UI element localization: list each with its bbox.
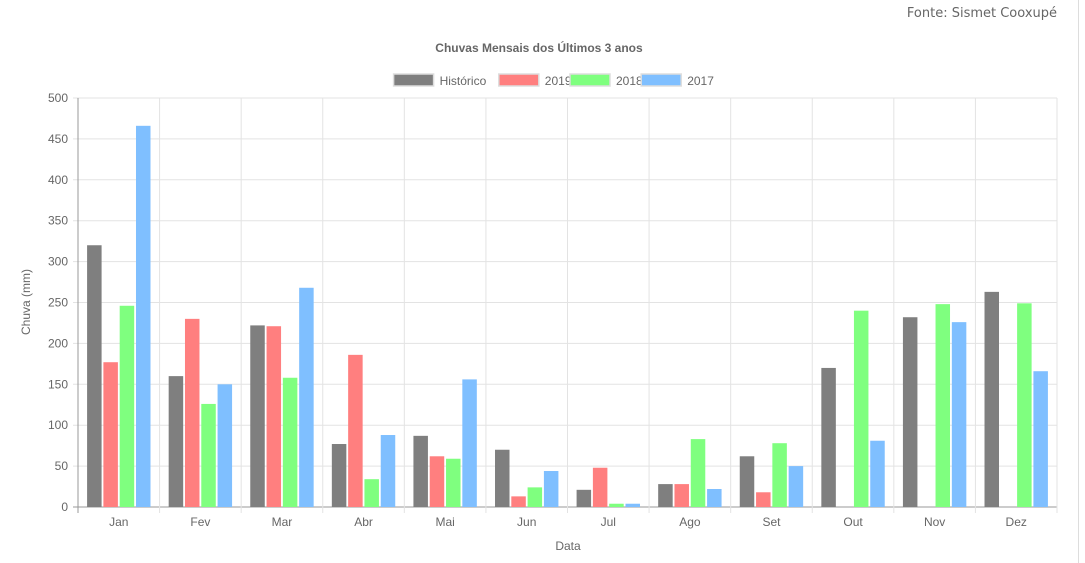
y-tick-label: 0 — [61, 500, 68, 514]
bar-2018-jul — [609, 503, 624, 507]
bar-2018-mar — [282, 377, 298, 507]
y-tick-label: 300 — [48, 255, 68, 269]
legend-label: 2017 — [687, 74, 714, 88]
panel-border — [1078, 0, 1079, 563]
bar-2018-fev — [201, 403, 216, 507]
x-tick-label: Mai — [435, 515, 454, 529]
y-axis-label: Chuva (mm) — [19, 269, 33, 335]
bar-histórico-jun — [495, 449, 510, 507]
x-tick-label: Fev — [190, 515, 210, 529]
bar-histórico-jan — [87, 245, 102, 508]
bar-2019-set — [756, 492, 771, 507]
x-tick-label: Jan — [109, 515, 128, 529]
y-tick-label: 150 — [48, 377, 68, 391]
bar-2017-dez — [1033, 371, 1048, 507]
bar-histórico-ago — [658, 484, 673, 507]
bar-histórico-fev — [168, 376, 184, 507]
bar-2018-out — [853, 310, 869, 507]
bar-2018-jan — [119, 305, 135, 507]
bar-2019-fev — [184, 318, 200, 507]
x-tick-label: Dez — [1006, 515, 1027, 529]
y-tick-label: 400 — [48, 173, 68, 187]
x-tick-label: Jun — [517, 515, 536, 529]
bar-2017-jun — [543, 471, 559, 507]
x-axis-label: Data — [555, 539, 581, 553]
y-tick-label: 250 — [48, 296, 68, 310]
bar-2019-abr — [348, 354, 363, 507]
bar-2019-jan — [103, 362, 118, 507]
bar-2017-ago — [707, 489, 722, 507]
bar-2017-fev — [217, 384, 233, 507]
y-tick-label: 200 — [48, 336, 68, 350]
x-tick-label: Set — [762, 515, 781, 529]
x-tick-label: Jul — [601, 515, 616, 529]
y-tick-label: 350 — [48, 214, 68, 228]
legend-swatch — [640, 73, 682, 87]
legend-swatch — [392, 73, 435, 87]
legend-swatch — [498, 73, 540, 87]
bar-2017-set — [788, 466, 804, 507]
x-tick-label: Out — [843, 515, 863, 529]
bar-histórico-abr — [331, 444, 347, 507]
legend-swatch — [569, 73, 611, 87]
bar-2017-abr — [380, 435, 396, 507]
bar-2019-ago — [674, 484, 689, 507]
bar-histórico-jul — [576, 489, 592, 507]
y-tick-label: 50 — [55, 459, 69, 473]
bar-2018-set — [772, 443, 787, 507]
bar-2018-nov — [935, 304, 951, 507]
y-tick-label: 500 — [48, 91, 68, 105]
bar-2019-mai — [429, 456, 445, 507]
bar-2017-out — [870, 440, 885, 507]
bar-2017-mar — [299, 287, 314, 507]
bar-2017-jul — [625, 503, 640, 507]
bar-2017-jan — [135, 125, 151, 507]
bar-2019-jun — [511, 496, 526, 507]
legend-label: 2018 — [616, 74, 643, 88]
y-tick-label: 100 — [48, 418, 68, 432]
bar-histórico-nov — [902, 317, 918, 507]
bar-2018-mai — [446, 458, 461, 507]
bar-histórico-mai — [413, 435, 428, 507]
x-tick-label: Mar — [272, 515, 293, 529]
x-tick-label: Ago — [679, 515, 701, 529]
bar-2018-dez — [1017, 303, 1032, 507]
bar-histórico-set — [739, 456, 755, 507]
chart-title: Chuvas Mensais dos Últimos 3 anos — [435, 40, 643, 55]
legend-label: 2019 — [545, 74, 572, 88]
bar-2017-nov — [951, 322, 967, 507]
bar-2017-mai — [462, 379, 477, 507]
bar-histórico-dez — [984, 291, 1000, 507]
x-tick-label: Abr — [354, 515, 373, 529]
bar-2019-mar — [266, 326, 282, 507]
source-caption: Fonte: Sismet Cooxupé — [906, 6, 1057, 21]
bar-2018-jun — [527, 487, 543, 507]
bar-2018-abr — [364, 479, 379, 507]
bar-histórico-out — [821, 367, 836, 507]
bar-2019-jul — [592, 467, 608, 507]
legend-label: Histórico — [440, 74, 487, 88]
bar-2018-ago — [690, 439, 706, 507]
x-tick-label: Nov — [924, 515, 945, 529]
bar-histórico-mar — [250, 325, 265, 507]
y-tick-label: 450 — [48, 132, 68, 146]
